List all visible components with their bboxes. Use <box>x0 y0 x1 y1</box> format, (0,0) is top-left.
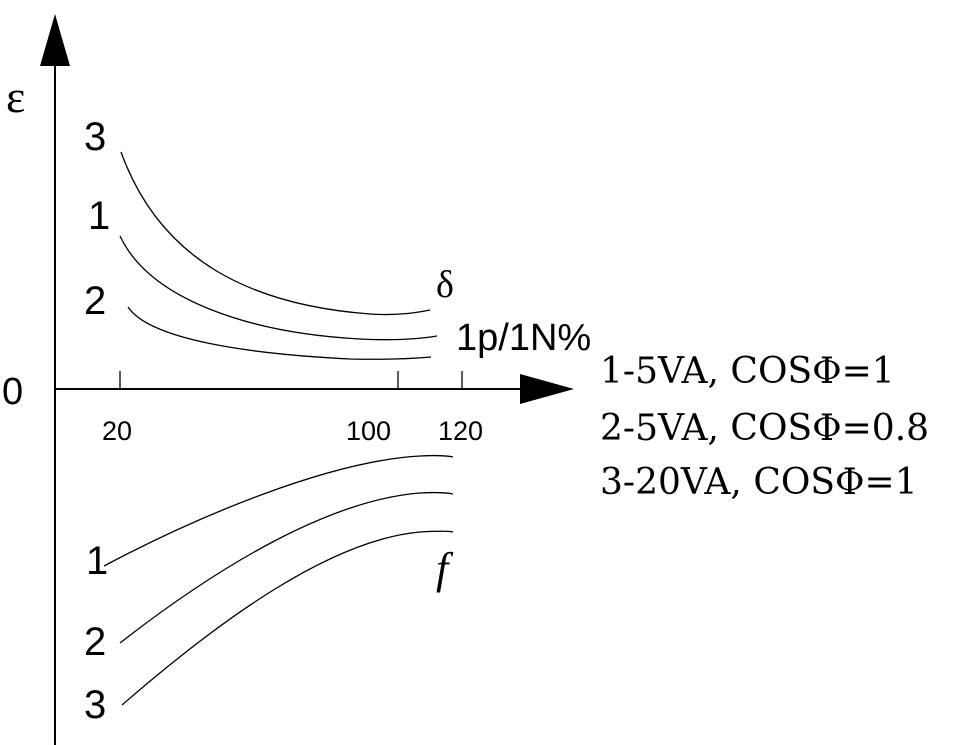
curve-label-delta-3: 3 <box>84 115 106 159</box>
curve-delta-2 <box>127 306 432 360</box>
x-tick-label-20: 20 <box>102 416 132 446</box>
curve-delta-1 <box>119 235 438 341</box>
y-axis-arrow <box>40 14 70 66</box>
x-axis-arrow <box>520 374 574 404</box>
legend-entry-3: 3-20VA, COSΦ=1 <box>600 462 918 503</box>
curve-label-f-2: 2 <box>84 620 106 664</box>
y-axis-label: ε <box>6 71 25 122</box>
curve-f-2 <box>119 491 454 644</box>
x-tick-label-120: 120 <box>438 416 483 446</box>
group-label-f: f <box>436 544 454 593</box>
origin-label: 0 <box>2 371 23 413</box>
x-axis-label: 1p/1N% <box>456 317 591 359</box>
curve-label-f-3: 3 <box>84 683 106 727</box>
curve-f-1 <box>103 454 454 567</box>
curve-delta-3 <box>120 151 431 316</box>
group-label-delta: δ <box>436 264 454 306</box>
legend-entry-2: 2-5VA, COSΦ=0.8 <box>600 408 929 449</box>
x-tick-label-100: 100 <box>346 416 391 446</box>
curve-label-delta-1: 1 <box>88 194 110 238</box>
curve-label-delta-2: 2 <box>84 279 106 323</box>
curve-label-f-1: 1 <box>86 539 108 583</box>
legend-entry-1: 1-5VA, COSΦ=1 <box>600 351 895 392</box>
curve-f-3 <box>121 530 454 706</box>
